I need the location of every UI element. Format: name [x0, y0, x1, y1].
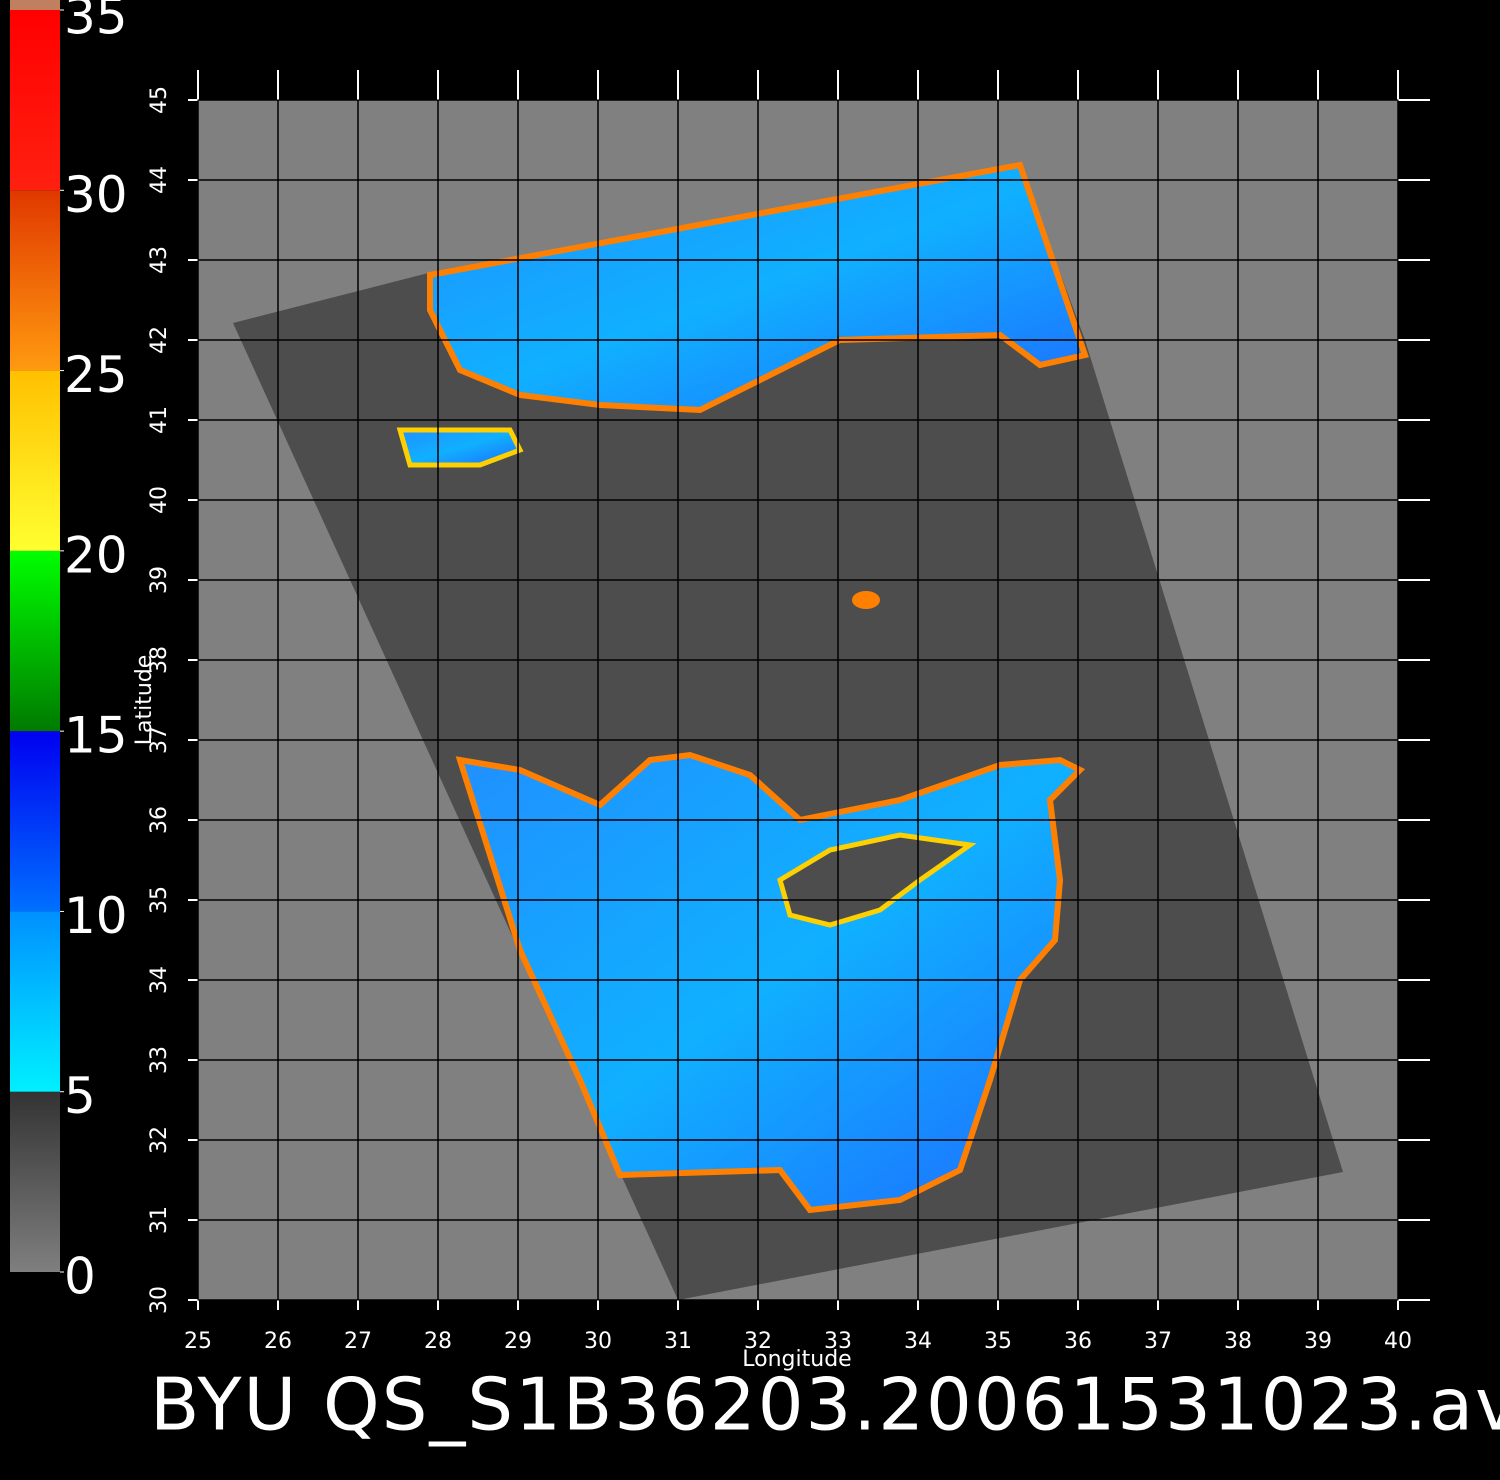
x-tick-label: 31 [664, 1329, 692, 1354]
colorbar-tick-label: 10 [64, 887, 128, 945]
y-tick-label: 37 [147, 726, 172, 754]
colorbar-tick-label: 15 [64, 707, 128, 765]
x-axis-label: Longitude [742, 1347, 851, 1372]
colorbar-segment [10, 731, 60, 912]
x-tick-label: 38 [1224, 1329, 1252, 1354]
x-tick-label: 40 [1384, 1329, 1412, 1354]
y-tick-label: 44 [147, 166, 172, 194]
y-tick-label: 33 [147, 1046, 172, 1074]
colorbar-tick-label: 30 [64, 166, 128, 224]
y-tick-label: 40 [147, 486, 172, 514]
colorbar-tick-label: 0 [64, 1248, 96, 1306]
colorbar-tick-label: 35 [64, 0, 128, 46]
y-tick-label: 31 [147, 1206, 172, 1234]
colorbar-tick-label: 5 [64, 1067, 96, 1125]
plot-border [197, 99, 1399, 1301]
colorbar-segment [10, 10, 60, 191]
x-tick-label: 26 [264, 1329, 292, 1354]
x-tick-label: 34 [904, 1329, 932, 1354]
sea-of-marmara [396, 427, 524, 468]
colorbar-segment [10, 911, 60, 1092]
y-tick-label: 30 [147, 1286, 172, 1314]
x-tick-label: 36 [1064, 1329, 1092, 1354]
colorbar-segment [10, 0, 60, 10]
colorbar-segment [10, 370, 60, 551]
x-tick-label: 25 [184, 1329, 212, 1354]
colorbar-segment [10, 190, 60, 371]
y-tick-label: 35 [147, 886, 172, 914]
x-tick-label: 35 [984, 1329, 1012, 1354]
x-tick-label: 33 [824, 1329, 852, 1354]
y-tick-label: 32 [147, 1126, 172, 1154]
x-tick-label: 39 [1304, 1329, 1332, 1354]
colorbar-segment [10, 1091, 60, 1272]
y-tick-label: 34 [147, 966, 172, 994]
y-tick-label: 43 [147, 246, 172, 274]
x-tick-label: 32 [744, 1329, 772, 1354]
y-tick-label: 38 [147, 646, 172, 674]
cyprus [777, 832, 977, 928]
y-tick-label: 42 [147, 326, 172, 354]
lake [852, 591, 880, 609]
y-tick-label: 39 [147, 566, 172, 594]
colorbar-segment [10, 550, 60, 732]
x-tick-label: 37 [1144, 1329, 1172, 1354]
x-tick-label: 28 [424, 1329, 452, 1354]
chart-title: BYU QS_S1B36203.20061531023.av [150, 1363, 1500, 1447]
x-tick-label: 27 [344, 1329, 372, 1354]
colorbar-tick-label: 20 [64, 526, 128, 584]
x-tick-label: 29 [504, 1329, 532, 1354]
y-axis-label: Latitude [132, 655, 157, 746]
y-tick-label: 36 [147, 806, 172, 834]
y-tick-label: 41 [147, 406, 172, 434]
colorbar-tick-label: 25 [64, 346, 128, 404]
y-tick-label: 45 [147, 86, 172, 114]
x-tick-label: 30 [584, 1329, 612, 1354]
